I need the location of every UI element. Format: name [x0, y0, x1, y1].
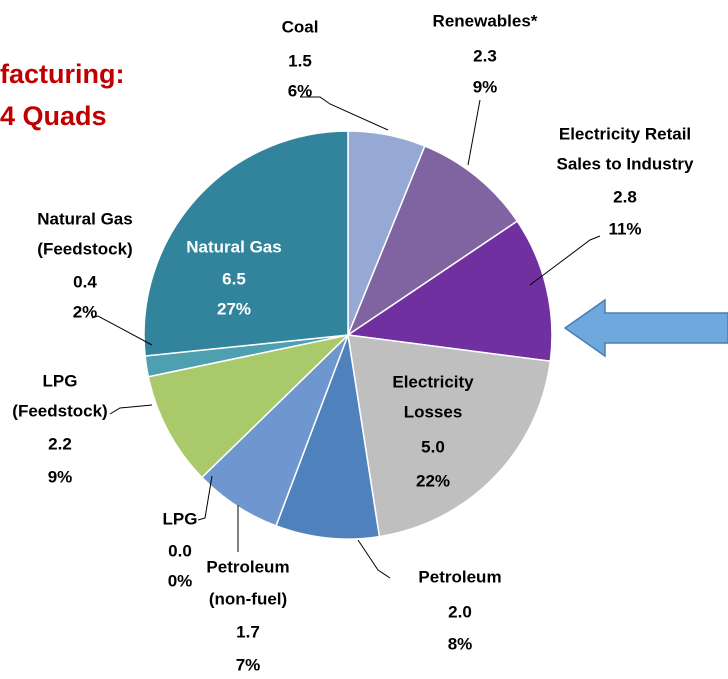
slice-label: Losses: [404, 402, 463, 421]
value-label: 5.0: [421, 437, 445, 456]
percent-label: 0%: [168, 571, 193, 590]
leader-line: [357, 539, 391, 579]
value-label: 2.8: [613, 187, 637, 206]
percent-label: 6%: [288, 81, 313, 100]
pie-slice: [347, 334, 552, 538]
chart-title: 4 Quads: [0, 101, 107, 131]
leader-line: [91, 315, 153, 346]
slice-label: (non-fuel): [209, 589, 287, 608]
slice-label: (Feedstock): [37, 239, 132, 258]
pie-slice: [143, 130, 349, 357]
slice-label: Petroleum: [206, 557, 289, 576]
value-label: 1.7: [236, 622, 260, 641]
value-label: 0.0: [168, 541, 192, 560]
chart-title: facturing:: [0, 59, 125, 89]
leader-line: [300, 96, 389, 131]
value-label: 1.5: [288, 51, 312, 70]
slice-label: Coal: [282, 17, 319, 36]
percent-label: 7%: [236, 655, 261, 674]
pie-slice: [147, 333, 351, 479]
slice-label: Natural Gas: [186, 237, 281, 256]
slice-label: Electricity: [392, 372, 474, 391]
value-label: 2.3: [473, 46, 497, 65]
percent-label: 27%: [217, 299, 251, 318]
slice-label: Electricity Retail: [559, 124, 691, 143]
percent-label: 2%: [73, 302, 98, 321]
percent-label: 11%: [608, 219, 641, 238]
leader-line: [529, 235, 601, 286]
slice-label: (Feedstock): [12, 401, 107, 420]
slice-label: Natural Gas: [37, 209, 132, 228]
value-label: 6.5: [222, 269, 246, 288]
percent-label: 9%: [48, 467, 73, 486]
leader-line: [109, 404, 153, 415]
slice-label: LPG: [163, 509, 198, 528]
slice-label: Sales to Industry: [557, 154, 695, 173]
value-label: 2.0: [448, 602, 472, 621]
leader-line: [467, 99, 481, 166]
slice-label: LPG: [43, 371, 78, 390]
slice-label: Renewables*: [433, 11, 538, 30]
pie-slice: [346, 145, 519, 337]
value-label: 0.4: [73, 272, 97, 291]
percent-label: 22%: [416, 471, 450, 490]
slice-label: Petroleum: [418, 567, 501, 586]
percent-label: 8%: [448, 634, 473, 653]
pie-slice: [345, 220, 553, 363]
value-label: 2.2: [48, 434, 72, 453]
pie-slice: [275, 332, 381, 540]
leader-line: [197, 475, 213, 521]
percent-label: 9%: [473, 77, 498, 96]
arrow: [563, 298, 728, 358]
